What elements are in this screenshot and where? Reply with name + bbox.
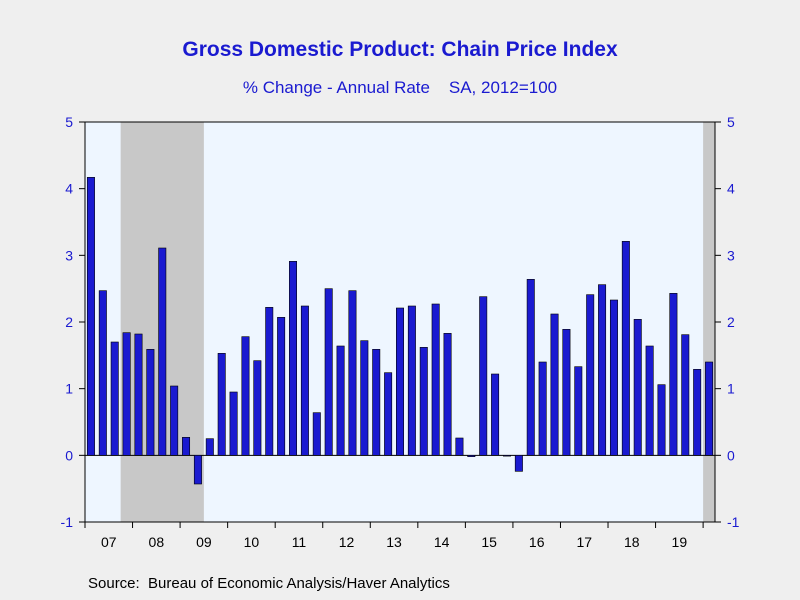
bar: [348, 290, 357, 456]
bar: [407, 305, 416, 456]
y-tick-label-right: 5: [727, 114, 735, 130]
chart-subtitle: % Change - Annual Rate SA, 2012=100: [242, 78, 558, 97]
x-tick-label: 11: [292, 534, 307, 550]
bar: [479, 296, 488, 456]
bar: [158, 247, 167, 456]
bar: [110, 341, 119, 456]
bar: [669, 293, 678, 456]
bar: [182, 437, 191, 456]
y-tick-label-left: 4: [65, 181, 73, 197]
bar: [419, 347, 428, 456]
y-tick-label-right: 2: [727, 314, 735, 330]
bar: [657, 384, 666, 456]
source-note: Source: Bureau of Economic Analysis/Have…: [88, 575, 450, 592]
bar: [396, 307, 404, 456]
x-tick-label: 16: [529, 534, 545, 550]
y-tick-label-right: 3: [727, 247, 735, 263]
y-tick-label-left: 5: [65, 114, 73, 130]
y-tick-label-left: -1: [61, 514, 74, 530]
bar: [467, 455, 476, 457]
axes: -1 -10 01 12 23 34 45 507 08 09 10 11 12 13 14 15 16 17 18…: [61, 114, 740, 550]
y-tick-label-right: 1: [727, 381, 735, 397]
bar: [526, 279, 535, 456]
bar: [134, 333, 143, 456]
x-tick-label: 08: [149, 534, 165, 550]
y-tick-label-left: 0: [65, 447, 73, 463]
y-tick-label-left: 3: [65, 247, 73, 263]
bar: [360, 340, 369, 456]
bar: [645, 345, 654, 456]
bar: [146, 349, 155, 456]
bar: [502, 455, 511, 457]
bar: [586, 294, 595, 456]
bar: [514, 455, 523, 472]
bar: [229, 391, 238, 456]
bar: [598, 284, 607, 456]
x-tick-label: 10: [244, 534, 260, 550]
bar: [693, 369, 702, 456]
y-tick-label-right: -1: [727, 514, 740, 530]
x-tick-label: 12: [339, 534, 355, 550]
bar: [681, 334, 690, 456]
x-tick-label: 15: [481, 534, 497, 550]
y-tick-label-left: 2: [65, 314, 73, 330]
bar: [217, 353, 226, 456]
bar: [170, 385, 179, 456]
bar: [253, 360, 262, 456]
bar-series: [86, 177, 714, 485]
x-tick-label: 09: [196, 534, 212, 550]
bar: [633, 319, 642, 456]
x-tick-label: 17: [576, 534, 592, 550]
bar: [312, 412, 321, 456]
bar: [241, 336, 250, 456]
bar: [277, 317, 286, 456]
bar: [372, 349, 381, 456]
y-tick-label-right: 0: [727, 447, 735, 463]
bar: [324, 288, 333, 456]
x-tick-label: 19: [672, 534, 688, 550]
y-tick-label-right: 4: [727, 181, 735, 197]
bar: [562, 329, 571, 456]
bar: [86, 177, 95, 456]
bar: [122, 332, 131, 456]
bar: [336, 345, 345, 456]
y-tick-label-left: 1: [65, 381, 73, 397]
bar: [705, 361, 714, 456]
x-tick-label: 13: [386, 534, 402, 550]
chart-title: Gross Domestic Product: Chain Price Inde…: [182, 38, 618, 61]
bar: [431, 303, 440, 456]
bar: [265, 307, 274, 456]
x-tick-label: 18: [624, 534, 640, 550]
bar: [621, 241, 630, 456]
bar: [300, 305, 309, 456]
bar: [609, 299, 618, 456]
bar: [289, 261, 298, 456]
bar: [455, 437, 464, 456]
bar: [550, 313, 559, 456]
recession-band-2: [703, 122, 715, 522]
bar: [574, 366, 583, 456]
bar: [193, 455, 202, 485]
bar: [443, 333, 452, 456]
bar: [491, 373, 500, 456]
bar: [538, 361, 547, 456]
bar: [98, 290, 107, 456]
bar: [384, 372, 393, 456]
x-tick-label: 14: [434, 534, 450, 550]
bar: [205, 438, 214, 456]
x-tick-label: 07: [101, 534, 117, 550]
